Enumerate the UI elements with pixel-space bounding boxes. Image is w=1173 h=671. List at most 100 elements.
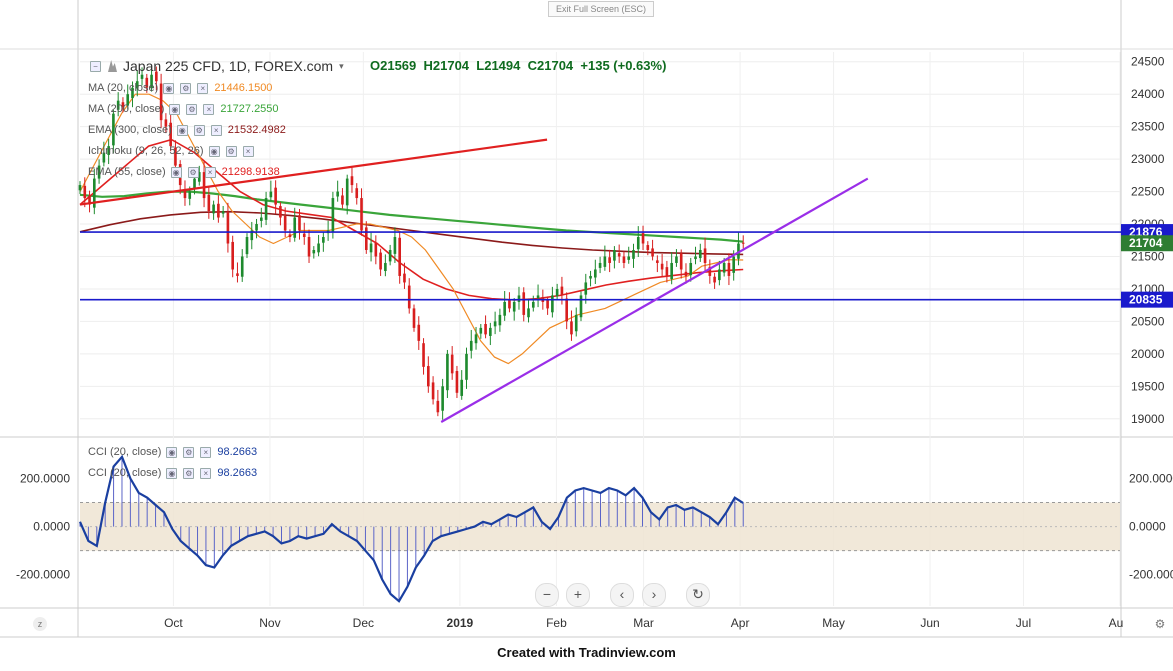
candle-body bbox=[140, 74, 144, 79]
time-axis-label: Au bbox=[1109, 616, 1124, 630]
close-icon[interactable]: × bbox=[200, 467, 212, 479]
cci-line bbox=[78, 454, 744, 603]
eye-icon[interactable]: ◉ bbox=[166, 446, 178, 458]
candle-body bbox=[145, 77, 149, 88]
candle-body bbox=[512, 301, 516, 312]
cci-value: 98.2663 bbox=[217, 446, 258, 458]
settings-icon[interactable]: ⚙ bbox=[180, 82, 192, 94]
candle-body bbox=[264, 198, 268, 220]
reset-chart-button[interactable]: ↻ bbox=[686, 583, 710, 607]
candle-body bbox=[226, 212, 230, 244]
candle-body bbox=[603, 256, 607, 267]
candle-body bbox=[531, 301, 535, 308]
cci-legend-row[interactable]: CCI (20, close) ◉ ⚙ × 98.2663 bbox=[88, 467, 257, 479]
settings-icon[interactable]: ⚙ bbox=[183, 446, 195, 458]
candle-body bbox=[126, 94, 130, 106]
candle-body bbox=[131, 87, 134, 99]
candle-body bbox=[197, 172, 201, 182]
eye-icon[interactable]: ◉ bbox=[208, 145, 220, 157]
trendline bbox=[79, 138, 548, 206]
settings-icon[interactable]: ⚙ bbox=[225, 145, 237, 157]
candle-body bbox=[159, 83, 163, 121]
ma20-line bbox=[79, 93, 744, 365]
cci-axis-label: 0.0000 bbox=[1129, 520, 1166, 534]
collapse-icon[interactable]: − bbox=[90, 60, 101, 72]
candle-body bbox=[536, 295, 540, 299]
price-axis-label: 24000 bbox=[1131, 87, 1165, 101]
indicator-legend-row[interactable]: MA (200, close) ◉ ⚙ × 21727.2550 bbox=[88, 103, 279, 115]
gear-icon[interactable]: ⚙ bbox=[1154, 617, 1166, 631]
auto-scale-icon[interactable]: z bbox=[33, 617, 47, 631]
eye-icon[interactable]: ◉ bbox=[169, 103, 181, 115]
indicator-legend-row[interactable]: EMA (300, close) ◉ ⚙ × 21532.4982 bbox=[88, 124, 286, 136]
cci-legend-row[interactable]: CCI (20, close) ◉ ⚙ × 98.2663 bbox=[88, 446, 257, 458]
price-marker-label: 20835 bbox=[1129, 293, 1163, 307]
settings-icon[interactable]: ⚙ bbox=[193, 124, 205, 136]
candle-body bbox=[727, 262, 731, 276]
close-icon[interactable]: × bbox=[200, 446, 212, 458]
candle-body bbox=[560, 286, 564, 296]
zoom-in-button[interactable]: + bbox=[566, 583, 590, 607]
cci-axis-label: 200.0000 bbox=[20, 471, 70, 485]
candle-body bbox=[579, 295, 583, 318]
candle-body bbox=[546, 300, 549, 309]
eye-icon[interactable]: ◉ bbox=[163, 82, 175, 94]
candle-body bbox=[665, 267, 669, 276]
close-icon[interactable]: × bbox=[210, 124, 222, 136]
indicator-legend-row[interactable]: Ichimoku (9, 26, 52, 26) ◉ ⚙ × bbox=[88, 145, 260, 157]
candle-body bbox=[527, 308, 530, 318]
candle-body bbox=[450, 354, 454, 374]
candle-body bbox=[694, 256, 697, 260]
close-icon[interactable]: × bbox=[204, 166, 216, 178]
settings-icon[interactable]: ⚙ bbox=[187, 166, 199, 178]
candle-body bbox=[508, 299, 511, 309]
close-icon[interactable]: × bbox=[203, 103, 215, 115]
time-axis-label: Dec bbox=[353, 616, 374, 630]
candle-body bbox=[589, 275, 592, 279]
chevron-down-icon[interactable]: ▾ bbox=[339, 60, 344, 71]
symbol-title[interactable]: Japan 225 CFD, 1D, FOREX.com bbox=[123, 58, 334, 74]
candle-body bbox=[551, 295, 554, 313]
candle-body bbox=[555, 288, 559, 297]
price-axis-label: 19000 bbox=[1131, 412, 1165, 426]
price-axis-label: 22500 bbox=[1131, 185, 1165, 199]
candle-body bbox=[312, 249, 316, 254]
cci-axis-label: -200.0000 bbox=[16, 568, 70, 582]
candle-body bbox=[427, 366, 430, 387]
eye-icon[interactable]: ◉ bbox=[166, 467, 178, 479]
candle-body bbox=[260, 217, 263, 221]
candle-body bbox=[345, 178, 349, 206]
candle-body bbox=[465, 353, 468, 380]
candle-body bbox=[732, 256, 736, 273]
cci-axis-label: 200.0000 bbox=[1129, 471, 1173, 485]
candle-body bbox=[240, 256, 244, 277]
candle-body bbox=[455, 370, 459, 393]
zoom-out-button[interactable]: − bbox=[535, 583, 559, 607]
candle-body bbox=[622, 256, 626, 263]
candle-body bbox=[479, 327, 483, 334]
candle-body bbox=[288, 234, 292, 238]
settings-icon[interactable]: ⚙ bbox=[186, 103, 198, 115]
scroll-right-button[interactable]: › bbox=[642, 583, 666, 607]
price-axis-label: 21500 bbox=[1131, 249, 1165, 263]
candle-body bbox=[641, 233, 645, 244]
scroll-left-button[interactable]: ‹ bbox=[610, 583, 634, 607]
exit-fullscreen-button[interactable]: Exit Full Screen (ESC) bbox=[548, 1, 654, 17]
close-icon[interactable]: × bbox=[242, 145, 254, 157]
eye-icon[interactable]: ◉ bbox=[176, 124, 188, 136]
indicator-legend-row[interactable]: MA (20, close) ◉ ⚙ × 21446.1500 bbox=[88, 82, 272, 94]
candle-body bbox=[231, 241, 234, 270]
candle-body bbox=[331, 198, 335, 233]
cci-label: CCI (20, close) bbox=[88, 467, 162, 479]
candle-body bbox=[675, 256, 678, 263]
price-marker bbox=[1121, 235, 1173, 252]
candle-body bbox=[660, 263, 664, 270]
eye-icon[interactable]: ◉ bbox=[170, 166, 182, 178]
indicator-label: MA (20, close) bbox=[88, 82, 159, 94]
close-icon[interactable]: × bbox=[197, 82, 209, 94]
indicator-legend-row[interactable]: EMA (55, close) ◉ ⚙ × 21298.9138 bbox=[88, 166, 280, 178]
settings-icon[interactable]: ⚙ bbox=[183, 467, 195, 479]
candle-body bbox=[83, 185, 87, 199]
candle-body bbox=[174, 147, 177, 166]
time-axis-label: Nov bbox=[259, 616, 280, 630]
